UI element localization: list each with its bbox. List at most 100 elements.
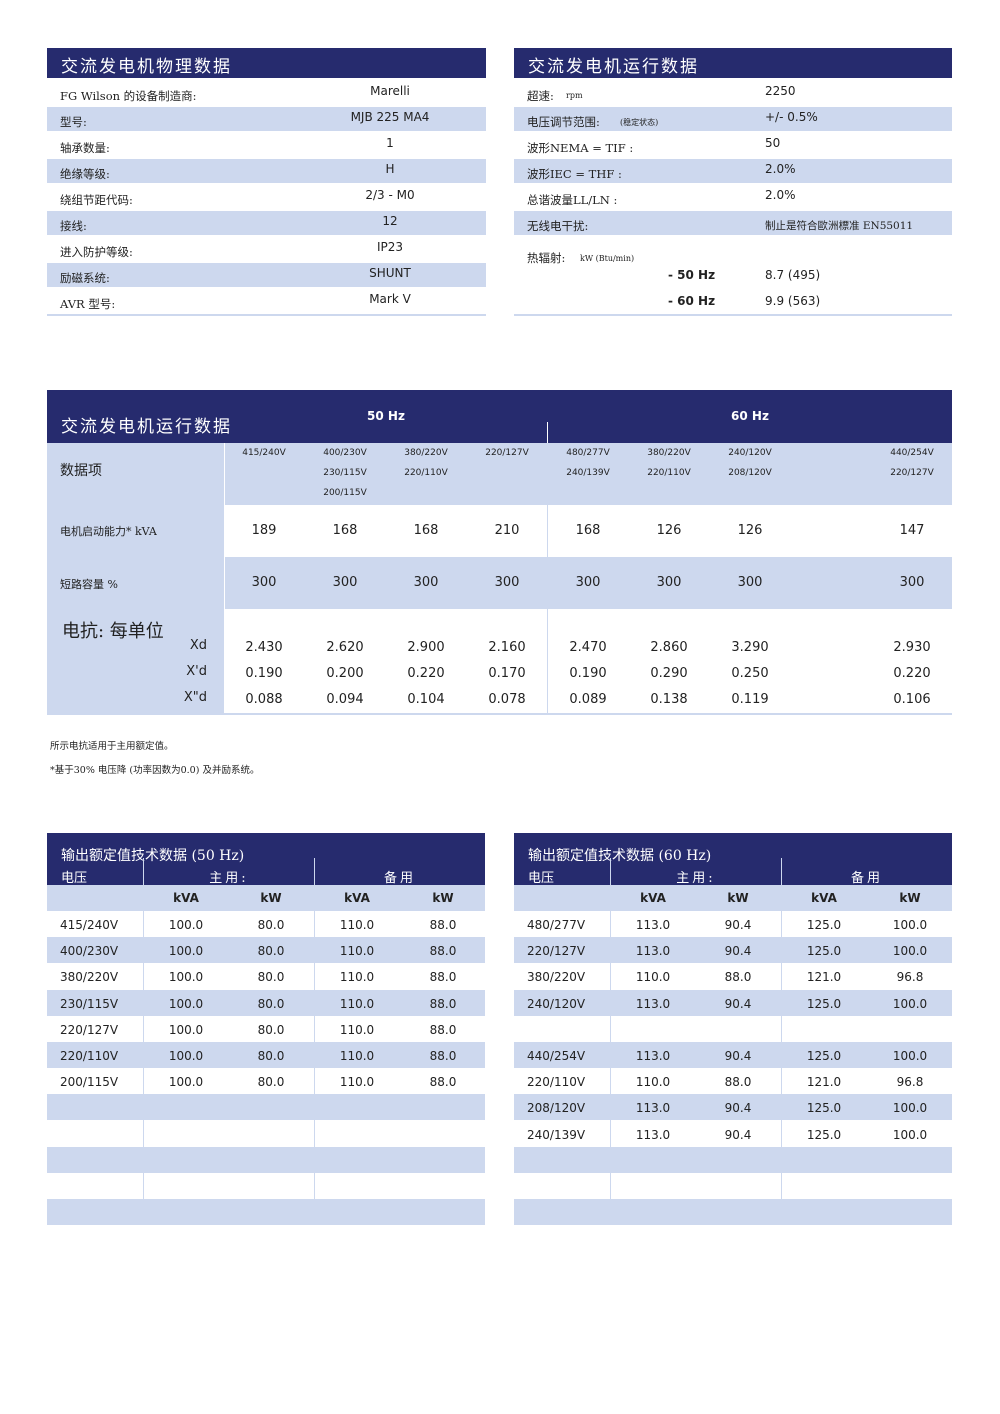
voltage-column-header: 240/139V — [566, 468, 610, 478]
heat-value: 9.9 (563) — [765, 294, 821, 308]
ratings-value: 88.0 — [724, 1075, 752, 1090]
ratings-voltage: 240/120V — [527, 996, 586, 1011]
ratings-value: 80.0 — [257, 970, 285, 985]
reactance-value: 0.088 — [245, 692, 283, 707]
ratings-value: 100.0 — [892, 1127, 928, 1142]
ratings-value: 100.0 — [892, 1049, 928, 1063]
physical-row — [47, 107, 486, 131]
motor-value: 168 — [575, 523, 601, 538]
ratings-value: 90.4 — [724, 1101, 752, 1116]
ratings-header — [514, 833, 952, 885]
short-circuit-value: 300 — [413, 575, 439, 590]
reactance-value: 0.220 — [893, 666, 931, 681]
physical-value: MJB 225 MA4 — [350, 110, 430, 124]
ratings-value: 113.0 — [635, 1101, 671, 1116]
ratings-value: 100.0 — [892, 996, 928, 1011]
reactance-value: 2.470 — [569, 640, 607, 655]
operating-header: 交流发电机运行数据 — [514, 48, 952, 78]
reactance-value: 2.930 — [893, 640, 931, 655]
ratings-voltage: 440/254V — [527, 1049, 586, 1063]
operating-title: 交流发电机运行数据 — [528, 57, 699, 77]
ratings-value: 110.0 — [635, 1075, 671, 1090]
voltage-column-header: 440/254V — [890, 448, 934, 458]
ratings-row — [514, 1042, 952, 1068]
hz60-label: 60 Hz — [731, 409, 769, 423]
ratings-value: 80.0 — [257, 918, 285, 932]
ratings-value: 100.0 — [892, 918, 928, 932]
ratings-row — [514, 937, 952, 964]
item-column — [47, 443, 224, 714]
ratings-value: 113.0 — [635, 944, 671, 959]
ratings-value: 100.0 — [892, 944, 928, 959]
ratings-value: 100.0 — [168, 918, 204, 932]
item-label: 数据项 — [60, 463, 102, 479]
ratings-value: 90.4 — [724, 918, 752, 932]
short-circuit-value: 300 — [332, 575, 358, 590]
voltage-column-header: 220/127V — [485, 448, 529, 458]
ratings-value: 96.8 — [896, 1075, 924, 1090]
short-circuit-value: 300 — [656, 575, 682, 590]
ratings-value: 80.0 — [257, 944, 285, 959]
ratings-value: 90.4 — [724, 1127, 752, 1142]
operating-unit: rpm — [566, 91, 583, 100]
physical-title: 交流发电机物理数据 — [61, 57, 232, 77]
unit-heading: kW — [899, 891, 921, 905]
operating-unit: (稳定状态) — [620, 118, 659, 127]
heat-value: 8.7 (495) — [765, 268, 821, 282]
reactance-value: 0.094 — [326, 692, 364, 707]
ratings-row — [47, 1042, 485, 1068]
motor-value: 210 — [494, 523, 520, 538]
unit-heading: kW — [727, 891, 749, 905]
ratings-value: 125.0 — [806, 1101, 842, 1116]
heat-unit: kW (Btu/min) — [580, 254, 635, 263]
ratings-divider — [143, 858, 144, 1225]
reactance-value: 0.104 — [407, 692, 445, 707]
unit-heading: kVA — [344, 891, 370, 905]
ratings-value: 113.0 — [635, 1127, 671, 1142]
ratings-value: 96.8 — [896, 970, 924, 985]
physical-row — [47, 211, 486, 235]
ratings-value: 110.0 — [339, 970, 375, 985]
ratings-value: 125.0 — [806, 944, 842, 959]
ratings-subheader — [514, 885, 952, 911]
ratings-row — [514, 1173, 952, 1199]
ratings-voltage: 480/277V — [527, 918, 586, 932]
physical-row — [47, 133, 486, 157]
ratings-value: 121.0 — [806, 1075, 842, 1090]
reactance-value: 0.220 — [407, 666, 445, 681]
performance-header: 交流发电机运行数据 50 Hz 60 Hz — [47, 390, 952, 443]
physical-value: Marelli — [370, 84, 410, 98]
voltage-column-header: 220/127V — [890, 468, 934, 478]
voltage-heading: 电压 — [61, 871, 88, 886]
ratings-voltage: 220/127V — [60, 1022, 119, 1037]
physical-value: 2/3 - M0 — [365, 188, 415, 202]
short-circuit-value: 300 — [251, 575, 277, 590]
ratings-header — [47, 833, 485, 885]
reactance-value: 2.620 — [326, 640, 364, 655]
ratings-value: 100.0 — [168, 1075, 204, 1090]
reactance-value: 3.290 — [731, 640, 769, 655]
physical-label: 型号: — [60, 115, 87, 129]
operating-label: 总谐波量LL/LN : — [527, 193, 618, 207]
reactance-value: 2.860 — [650, 640, 688, 655]
operating-label: 电压调节范围: — [527, 115, 600, 129]
footnote: *基于30% 电压降 (功率因数为0.0) 及并励系统。 — [50, 765, 260, 776]
unit-heading: kVA — [640, 891, 666, 905]
ratings-value: 110.0 — [635, 970, 671, 985]
physical-value: H — [385, 162, 395, 176]
ratings-value: 125.0 — [806, 996, 842, 1011]
prime-heading: 主用: — [676, 871, 716, 886]
ratings-value: 88.0 — [429, 996, 457, 1011]
ratings-value: 125.0 — [806, 918, 842, 932]
short-circuit-value: 300 — [899, 575, 925, 590]
reactance-value: 2.430 — [245, 640, 283, 655]
operating-label: 无线电干扰: — [527, 219, 589, 233]
ratings-voltage: 380/220V — [527, 970, 586, 985]
physical-label: AVR 型号: — [60, 297, 116, 311]
ratings-value: 88.0 — [429, 1075, 457, 1090]
reactance-value: 0.200 — [326, 666, 364, 681]
physical-value: IP23 — [376, 240, 404, 254]
motor-value: 147 — [899, 523, 925, 538]
ratings-value: 90.4 — [724, 996, 752, 1011]
